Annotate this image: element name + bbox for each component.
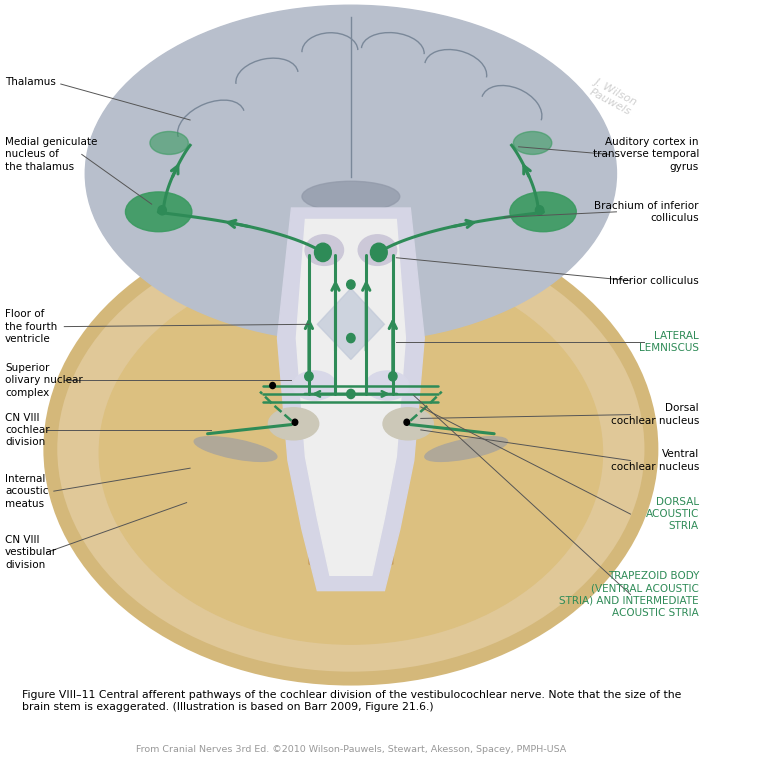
Circle shape [404,419,409,425]
Circle shape [315,243,331,262]
Ellipse shape [425,437,507,462]
Polygon shape [309,506,393,587]
Text: TRAPEZOID BODY
(VENTRAL ACOUSTIC
STRIA) AND INTERMEDIATE
ACOUSTIC STRIA: TRAPEZOID BODY (VENTRAL ACOUSTIC STRIA) … [559,571,699,618]
Text: DORSAL
ACOUSTIC
STRIA: DORSAL ACOUSTIC STRIA [646,497,699,531]
Text: Floor of
the fourth
ventricle: Floor of the fourth ventricle [5,310,57,344]
Circle shape [347,280,355,289]
Text: Internal
acoustic
meatus: Internal acoustic meatus [5,474,48,508]
Ellipse shape [99,262,602,644]
Circle shape [347,389,355,399]
Circle shape [158,206,166,215]
Ellipse shape [194,437,277,462]
Text: From Cranial Nerves 3rd Ed. ©2010 Wilson-Pauwels, Stewart, Akesson, Spacey, PMPH: From Cranial Nerves 3rd Ed. ©2010 Wilson… [136,745,566,754]
Text: Auditory cortex in
transverse temporal
gyrus: Auditory cortex in transverse temporal g… [593,137,699,172]
Ellipse shape [383,408,434,440]
Circle shape [388,372,397,381]
Polygon shape [277,208,424,591]
Polygon shape [317,288,385,359]
Ellipse shape [125,192,192,232]
Ellipse shape [85,5,616,342]
Circle shape [292,419,298,425]
Text: Medial geniculate
nucleus of
the thalamus: Medial geniculate nucleus of the thalamu… [5,137,97,172]
Text: Figure VIII–11 Central afferent pathways of the cochlear division of the vestibu: Figure VIII–11 Central afferent pathways… [23,690,681,712]
Text: Brachium of inferior
colliculus: Brachium of inferior colliculus [594,200,699,223]
Text: CN VIII
vestibular
division: CN VIII vestibular division [5,535,57,570]
Text: Inferior colliculus: Inferior colliculus [609,276,699,286]
Ellipse shape [51,220,651,679]
Text: Ventral
cochlear nucleus: Ventral cochlear nucleus [611,449,699,472]
Ellipse shape [365,371,409,400]
Ellipse shape [268,408,319,440]
Text: CN VIII
cochlear
division: CN VIII cochlear division [5,412,50,447]
Ellipse shape [305,235,343,266]
Circle shape [371,243,387,262]
Text: Superior
olivary nuclear
complex: Superior olivary nuclear complex [5,362,82,398]
Ellipse shape [150,131,188,154]
Ellipse shape [302,181,400,212]
Text: Dorsal
cochlear nucleus: Dorsal cochlear nucleus [611,403,699,425]
Ellipse shape [358,235,396,266]
Text: Thalamus: Thalamus [5,77,56,87]
Polygon shape [296,220,406,575]
Circle shape [535,206,544,215]
Polygon shape [315,513,386,581]
Ellipse shape [510,192,577,232]
Ellipse shape [514,131,552,154]
Circle shape [270,382,275,389]
Text: J. Wilson
Pauwels: J. Wilson Pauwels [587,77,639,118]
Circle shape [347,333,355,343]
Circle shape [305,372,313,381]
Text: LATERAL
LEMNISCUS: LATERAL LEMNISCUS [639,331,699,353]
Ellipse shape [293,371,336,400]
